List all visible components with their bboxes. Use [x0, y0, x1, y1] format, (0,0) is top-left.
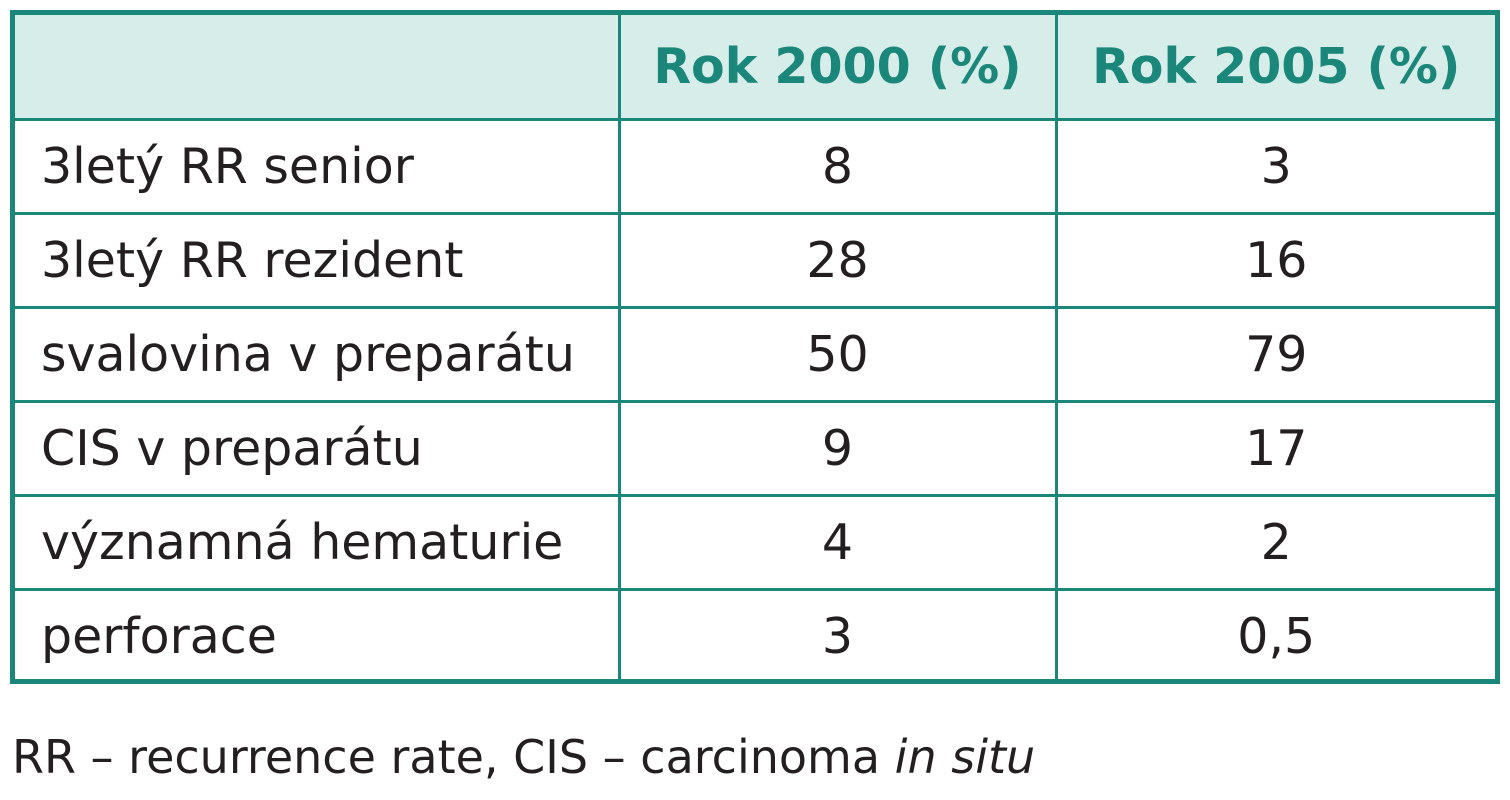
value-2005: 0,5 — [1054, 587, 1495, 679]
value-2005: 2 — [1054, 493, 1495, 591]
row-label: významná hematurie — [15, 493, 621, 591]
table-row: významná hematurie 4 2 — [15, 493, 1495, 591]
footnote-text: RR – recurrence rate, CIS – carcinoma — [12, 730, 895, 784]
footnote-italic-text: in situ — [894, 730, 1036, 784]
header-cell-empty — [15, 15, 621, 121]
value-2000: 50 — [617, 305, 1058, 403]
table-row: 3letý RR rezident 28 16 — [15, 211, 1495, 309]
table-footnote: RR – recurrence rate, CIS – carcinoma in… — [12, 730, 1035, 785]
table-header-row: Rok 2000 (%) Rok 2005 (%) — [15, 15, 1495, 121]
table-row: CIS v preparátu 9 17 — [15, 399, 1495, 497]
row-label: CIS v preparátu — [15, 399, 621, 497]
table-row: svalovina v preparátu 50 79 — [15, 305, 1495, 403]
row-label: 3letý RR senior — [15, 119, 621, 215]
value-2000: 4 — [617, 493, 1058, 591]
value-2005: 16 — [1054, 211, 1495, 309]
table-row: 3letý RR senior 8 3 — [15, 119, 1495, 215]
header-cell-rok-2005: Rok 2005 (%) — [1054, 15, 1495, 121]
value-2005: 3 — [1054, 119, 1495, 215]
value-2005: 79 — [1054, 305, 1495, 403]
table-row: perforace 3 0,5 — [15, 587, 1495, 679]
value-2000: 3 — [617, 587, 1058, 679]
data-table-frame: Rok 2000 (%) Rok 2005 (%) 3letý RR senio… — [10, 10, 1500, 684]
row-label: svalovina v preparátu — [15, 305, 621, 403]
row-label: perforace — [15, 587, 621, 679]
value-2005: 17 — [1054, 399, 1495, 497]
value-2000: 8 — [617, 119, 1058, 215]
value-2000: 28 — [617, 211, 1058, 309]
value-2000: 9 — [617, 399, 1058, 497]
header-cell-rok-2000: Rok 2000 (%) — [617, 15, 1058, 121]
data-table: Rok 2000 (%) Rok 2005 (%) 3letý RR senio… — [15, 15, 1495, 679]
row-label: 3letý RR rezident — [15, 211, 621, 309]
